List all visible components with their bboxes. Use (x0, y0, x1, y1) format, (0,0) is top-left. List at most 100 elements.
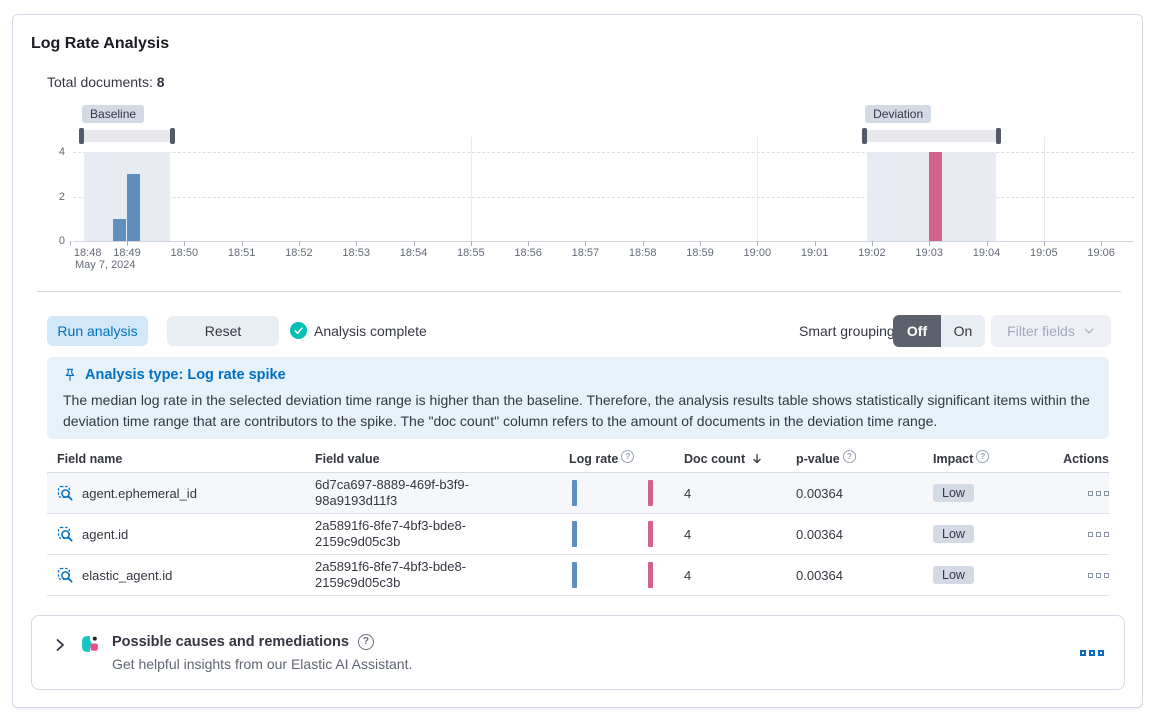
smart-grouping-off-button[interactable]: Off (893, 315, 941, 347)
table-row: elastic_agent.id 2a5891f6-8fe7-4bf3-bde8-… (47, 555, 1109, 596)
field-value: 2a5891f6-8fe7-4bf3-bde8-2159c9d05c3b (315, 559, 467, 590)
doc-count-value: 4 (684, 485, 692, 501)
deviation-bar (929, 152, 943, 241)
column-header-label: Impact (933, 451, 974, 466)
deviation-brush-handle-right[interactable] (996, 128, 1002, 144)
doc-count-cell: 4 (684, 527, 796, 542)
doc-count-value: 4 (684, 567, 692, 583)
gridline-x-19:05 (1043, 137, 1045, 241)
mini-baseline-bar (572, 562, 577, 588)
page-title: Log Rate Analysis (31, 35, 170, 52)
actions-cell (1061, 531, 1109, 537)
column-header-actions[interactable]: Actions (1061, 452, 1109, 466)
analysis-type-description: The median log rate in the selected devi… (63, 392, 1090, 429)
column-header-p-value[interactable]: p-value? (796, 449, 933, 467)
baseline-brush-handle-right[interactable] (169, 128, 175, 144)
analysis-status: Analysis complete (290, 322, 427, 339)
row-actions-menu-icon[interactable] (1088, 572, 1109, 578)
document-count-chart[interactable]: 0 2 4 Baseline Deviation 18:48 18:49 18:50 18:51… (13, 101, 1142, 273)
gridline-x-18:55 (470, 137, 472, 241)
field-value-cell: 2a5891f6-8fe7-4bf3-bde8-2159c9d05c3b (315, 559, 569, 591)
x-axis-date-label: May 7, 2024 (75, 259, 136, 271)
log-rate-mini-chart (569, 521, 664, 547)
column-header-doc-count[interactable]: Doc count (684, 452, 796, 466)
actions-cell (1061, 572, 1109, 578)
smart-grouping-toggle: Off On (893, 315, 985, 347)
log-rate-mini-chart (569, 562, 664, 588)
x-tickmark (413, 241, 415, 246)
column-header-label: Actions (1063, 452, 1109, 466)
reset-button[interactable]: Reset (167, 316, 279, 346)
possible-causes-subtitle: Get helpful insights from our Elastic AI… (112, 655, 413, 672)
sort-desc-icon[interactable] (750, 452, 764, 466)
x-axis-label: 19:00 (743, 247, 772, 259)
run-analysis-button[interactable]: Run analysis (47, 316, 148, 346)
x-axis-label: 19:05 (1030, 247, 1058, 259)
chevron-down-icon (1084, 328, 1094, 334)
analysis-type-title: Analysis type: Log rate spike (85, 367, 286, 383)
x-axis-label: 19:02 (858, 247, 886, 259)
p-value: 0.00364 (796, 485, 843, 501)
column-header-field-value[interactable]: Field value (315, 452, 569, 466)
column-header-field-name[interactable]: Field name (47, 452, 315, 466)
field-name-cell: agent.ephemeral_id (47, 485, 315, 502)
row-actions-menu-icon[interactable] (1088, 531, 1109, 537)
column-header-label: p-value (796, 451, 840, 466)
column-header-impact[interactable]: Impact? (933, 449, 1061, 467)
baseline-brush[interactable] (82, 130, 172, 142)
column-header-label: Log rate (569, 451, 619, 466)
p-value: 0.00364 (796, 567, 843, 583)
x-tickmark (241, 241, 243, 246)
x-tickmark (298, 241, 300, 246)
chevron-right-icon[interactable] (52, 637, 68, 653)
column-header-label: Field value (315, 452, 380, 466)
field-statistics-icon[interactable] (57, 485, 74, 502)
filter-fields-button[interactable]: Filter fields (991, 315, 1111, 347)
x-axis-label: 18:59 (686, 247, 714, 259)
column-header-label: Doc count (684, 452, 746, 466)
deviation-brush[interactable] (865, 130, 999, 142)
accordion-actions-menu-icon[interactable] (1080, 649, 1104, 656)
gridline-y-0 (73, 241, 1134, 242)
field-value: 6d7ca697-8889-469f-b3f9-98a9193d11f3 (315, 477, 469, 508)
row-actions-menu-icon[interactable] (1088, 490, 1109, 496)
field-statistics-icon[interactable] (57, 567, 74, 584)
field-name-cell: agent.id (47, 526, 315, 543)
x-tickmark (1043, 241, 1045, 246)
section-divider (37, 291, 1121, 292)
deviation-brush-handle-left[interactable] (862, 128, 868, 144)
x-axis-label: 18:50 (170, 247, 199, 259)
baseline-bar (112, 218, 126, 241)
mini-baseline-bar (572, 521, 577, 547)
help-icon[interactable]: ? (357, 633, 374, 650)
deviation-badge: Deviation (865, 105, 932, 123)
possible-causes-title[interactable]: Possible causes and remediations (112, 633, 349, 650)
field-name: elastic_agent.id (82, 567, 173, 583)
x-axis-label: 19:01 (800, 247, 829, 259)
column-header-label: Field name (57, 452, 123, 466)
impact-badge: Low (933, 566, 974, 584)
table-row: agent.ephemeral_id 6d7ca697-8889-469f-b3f… (47, 473, 1109, 514)
field-value: 2a5891f6-8fe7-4bf3-bde8-2159c9d05c3b (315, 518, 467, 549)
gridline-x-19:00 (757, 137, 759, 241)
possible-causes-accordion[interactable]: Possible causes and remediations ? Get h… (31, 615, 1125, 690)
baseline-brush-handle-left[interactable] (79, 128, 85, 144)
x-tickmark (528, 241, 530, 246)
doc-count-cell: 4 (684, 568, 796, 583)
x-tickmark (127, 241, 128, 246)
total-documents-value: 8 (156, 74, 165, 90)
field-statistics-icon[interactable] (57, 526, 74, 543)
column-info-icon: ? (842, 449, 856, 463)
x-axis-label: 19:06 (1087, 247, 1115, 259)
log-rate-cell (569, 521, 684, 547)
x-axis-label: 18:55 (457, 247, 485, 259)
table-row: agent.id 2a5891f6-8fe7-4bf3-bde8-2159c9d0… (47, 514, 1109, 555)
column-header-log-rate[interactable]: Log rate? (569, 449, 684, 467)
mini-deviation-bar (648, 521, 653, 547)
smart-grouping-on-button[interactable]: On (941, 315, 985, 347)
x-axis-label: 18:48 (73, 247, 102, 259)
actions-cell (1061, 490, 1109, 496)
x-tickmark (1101, 241, 1103, 246)
x-axis-label: 18:49 (113, 247, 141, 259)
table-header-row: Field name Field value Log rate? Doc count p… (47, 446, 1109, 473)
